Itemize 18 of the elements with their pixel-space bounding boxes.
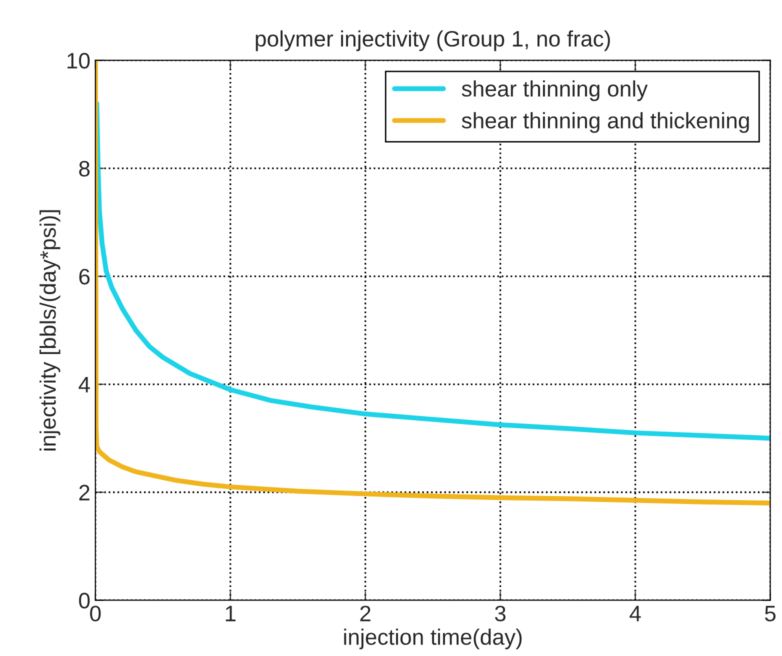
legend-label: shear thinning only	[462, 80, 648, 102]
x-tick-label: 3	[494, 606, 506, 622]
x-tick-label: 2	[360, 606, 370, 622]
x-tick-label: 0	[90, 606, 101, 622]
y-tick-label: 10	[68, 52, 90, 69]
y-tick-label: 0	[79, 592, 90, 609]
legend-label: shear thinning and thickening	[462, 112, 749, 133]
line-series	[95, 101, 770, 441]
x-axis-title: injection time(day)	[344, 628, 522, 650]
y-tick-label: 2	[79, 484, 90, 500]
x-tick-label: 4	[630, 606, 641, 622]
x-tick-label: 1	[226, 606, 236, 622]
y-tick-label: 8	[79, 160, 90, 177]
y-tick-label: 4	[78, 377, 90, 392]
y-tick-label: 6	[79, 268, 90, 285]
y-axis-title: injectivity [bbls/(day*psi)]	[40, 210, 60, 450]
x-tick-label: 5	[764, 606, 776, 622]
chart-title: polymer injectivity (Group 1, no frac)	[256, 30, 610, 52]
